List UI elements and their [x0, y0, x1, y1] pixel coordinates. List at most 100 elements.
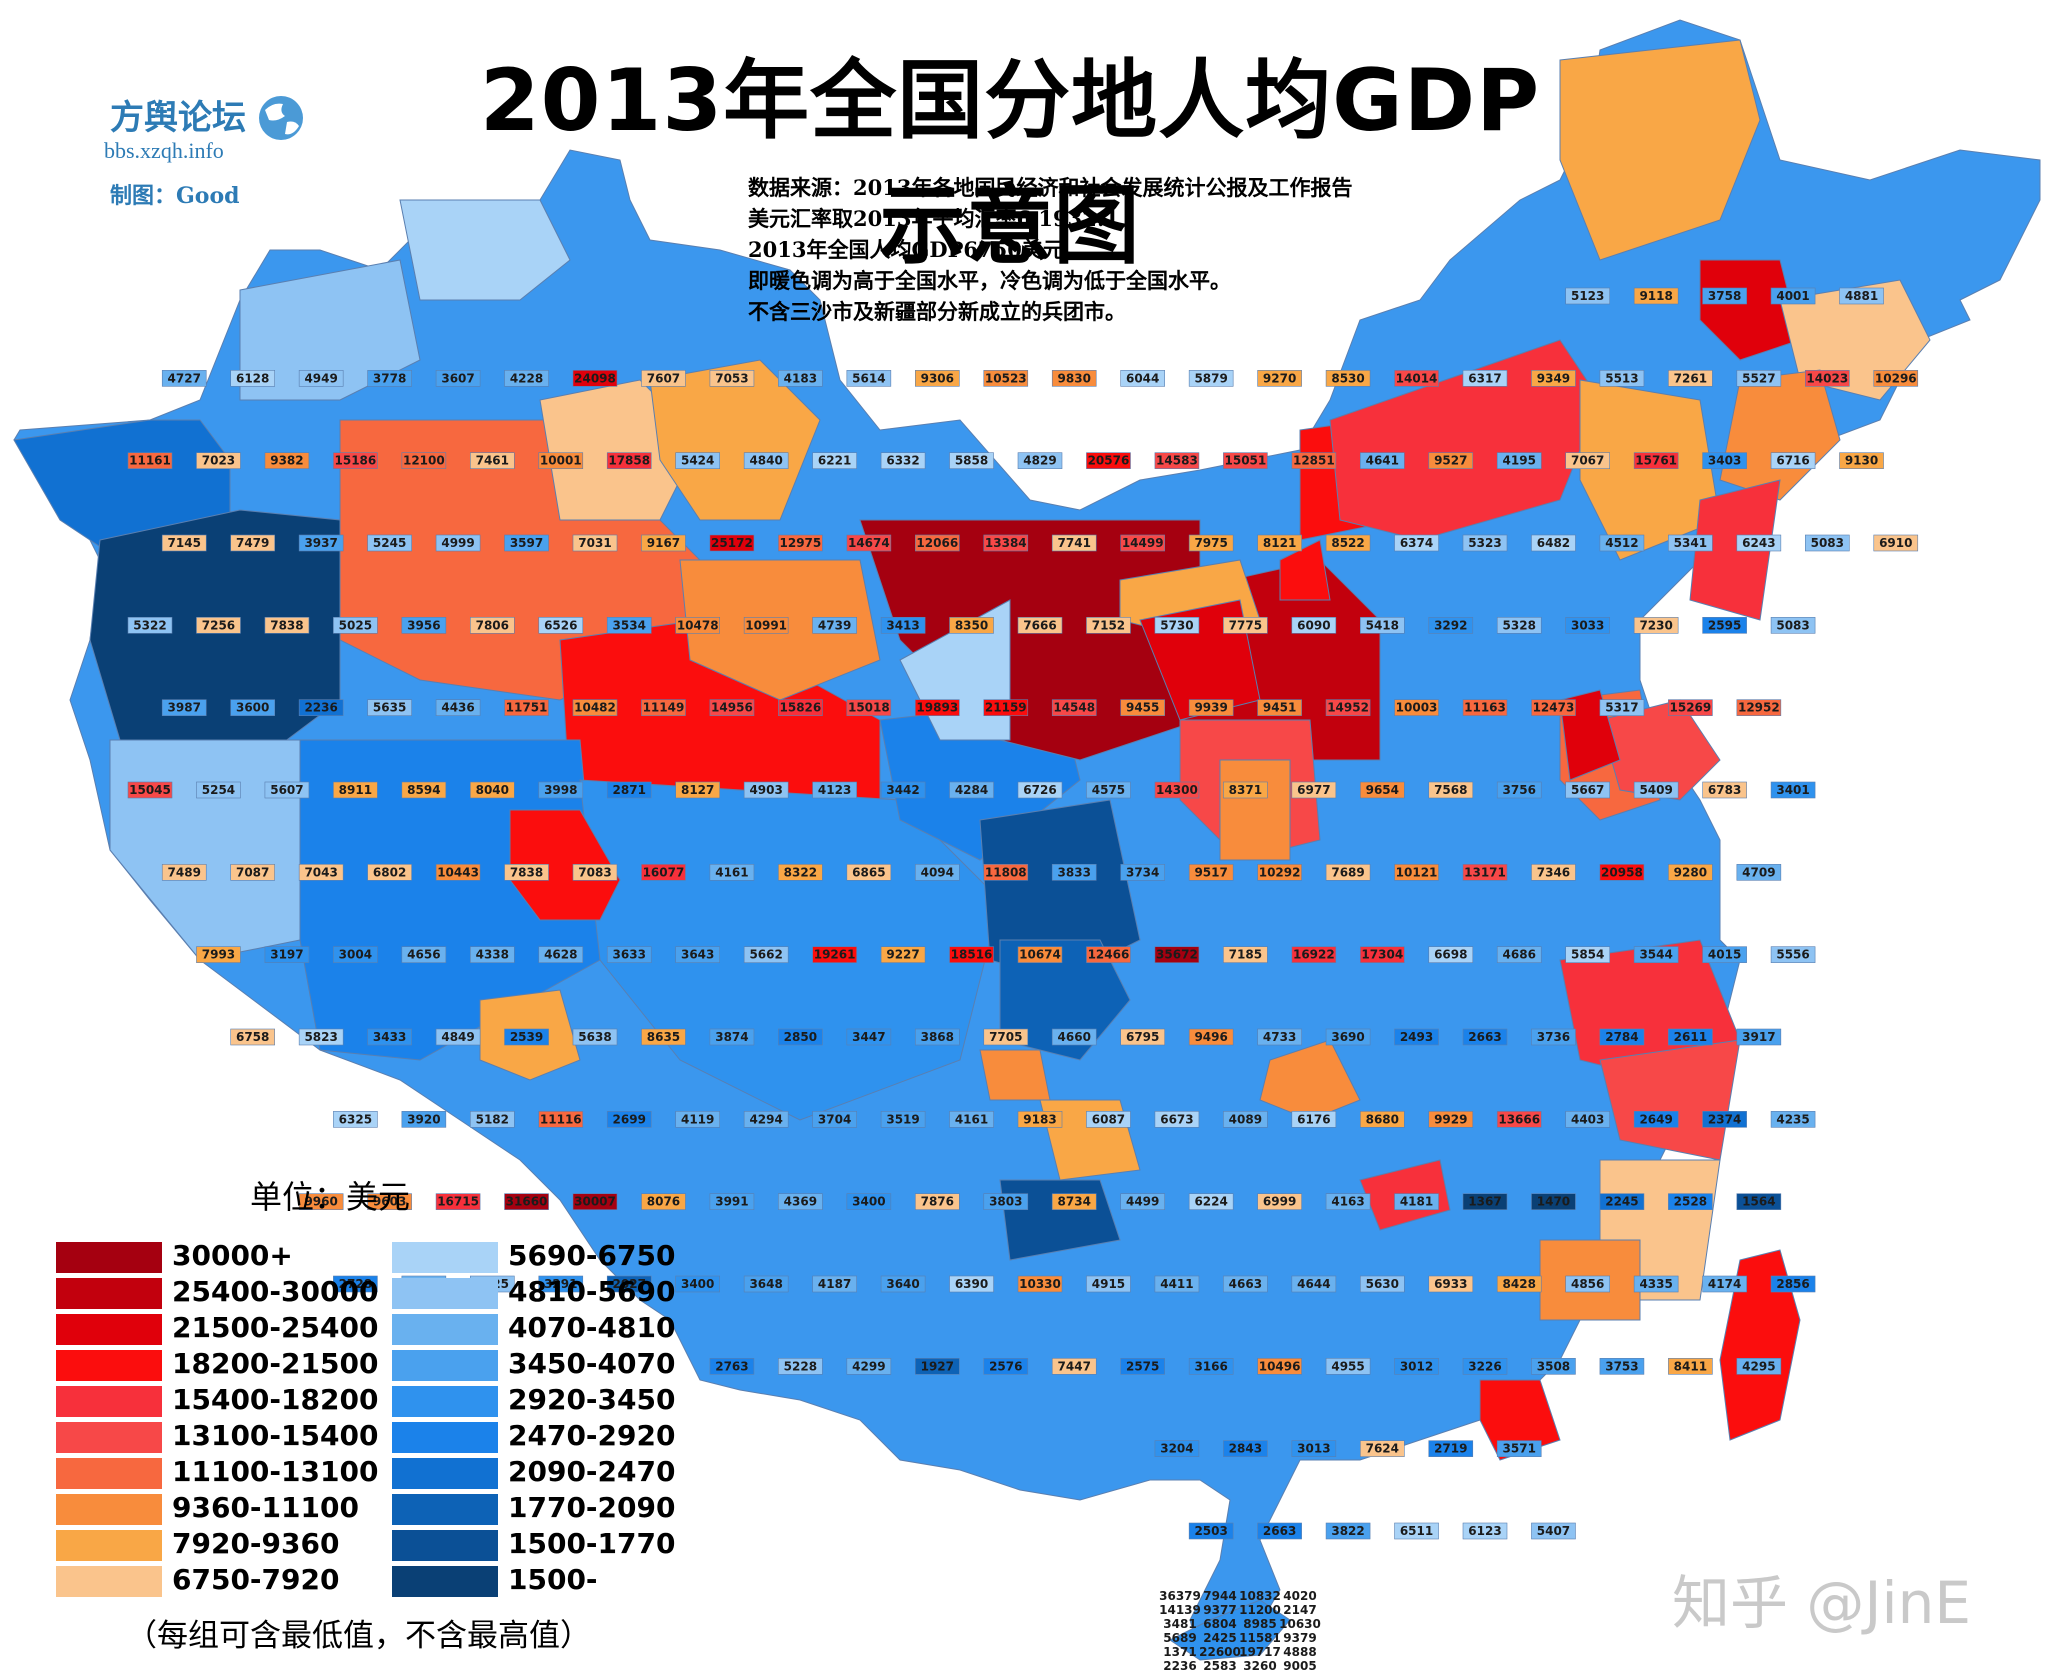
region-fill — [1462, 370, 1508, 387]
region-value: 7838 — [270, 618, 303, 632]
region-fill — [264, 781, 310, 799]
region-fill — [367, 1193, 412, 1210]
zone-dalian — [1689, 479, 1781, 621]
legend-swatch — [56, 1530, 162, 1561]
region-value: 12975 — [780, 536, 822, 550]
region-value: 4294 — [749, 1112, 782, 1126]
region-value: 9227 — [886, 948, 919, 962]
region-fill — [435, 534, 481, 552]
region-value: 3292 — [1434, 618, 1467, 632]
region-value: 5317 — [1605, 701, 1638, 715]
region-value: 7775 — [1229, 618, 1262, 632]
region-fill — [1257, 864, 1302, 881]
region-value: 4335 — [1639, 1277, 1672, 1291]
region-value: 5879 — [1194, 371, 1227, 385]
region-fill — [1668, 370, 1713, 387]
region-value: 1367 — [1468, 1195, 1501, 1209]
region-fill — [1154, 1440, 1200, 1457]
region-fill — [470, 452, 515, 469]
region-fill — [778, 534, 823, 552]
region-value: 14952 — [1327, 701, 1369, 715]
region-fill — [1428, 452, 1474, 469]
region-fill — [1257, 1522, 1302, 1540]
region-value: 4660 — [1058, 1030, 1091, 1044]
region-value: 5328 — [1503, 618, 1536, 632]
region-value: 5730 — [1160, 618, 1193, 632]
region-value: 9527 — [1434, 454, 1467, 468]
zone-9929 — [1219, 759, 1291, 861]
region-value: 4641 — [1366, 454, 1399, 468]
region-value: 2699 — [613, 1112, 646, 1126]
legend-swatch — [392, 1350, 498, 1381]
region-fill — [538, 617, 584, 634]
region-value: 3753 — [1605, 1359, 1638, 1373]
region-fill — [846, 1358, 892, 1375]
region-value: 3571 — [1503, 1442, 1536, 1456]
region-fill — [1565, 287, 1610, 305]
region-value: 2503 — [1194, 1524, 1227, 1538]
region-value: 10443 — [437, 865, 479, 879]
region-value: 3197 — [270, 948, 303, 962]
region-value: 11751 — [506, 701, 548, 715]
region-value: 4709 — [1742, 865, 1775, 879]
region-value: 9455 — [1126, 701, 1159, 715]
region-value: 9118 — [1639, 289, 1672, 303]
region-value: 6221 — [818, 454, 851, 468]
region-value: 2575 — [1126, 1359, 1159, 1373]
region-fill — [1599, 534, 1645, 552]
region-fill — [1325, 534, 1371, 552]
region-value: 10496 — [1259, 1359, 1301, 1373]
region-value: 21159 — [985, 701, 1027, 715]
zone-hainan — [1169, 1599, 1291, 1661]
region-value: 9496 — [1194, 1030, 1227, 1044]
region-fill — [1599, 1193, 1645, 1210]
region-value: 6758 — [236, 1030, 269, 1044]
region-value: 9005 — [1283, 1659, 1316, 1670]
region-value: 6933 — [1434, 1277, 1467, 1291]
region-value: 2728 — [339, 1277, 372, 1291]
region-fill — [1531, 1193, 1576, 1210]
legend-swatch — [56, 1350, 162, 1381]
region-fill — [949, 946, 994, 963]
region-value: 10630 — [1279, 1617, 1321, 1631]
region-value: 3291 — [544, 1277, 577, 1291]
region-fill — [435, 370, 481, 387]
region-value: 14139 — [1159, 1603, 1201, 1617]
legend-swatch — [56, 1566, 162, 1597]
region-fill — [846, 864, 892, 881]
region-fill — [983, 1358, 1029, 1375]
region-fill — [1120, 370, 1165, 387]
region-value: 20576 — [1088, 454, 1130, 468]
region-fill — [1325, 1358, 1371, 1375]
region-fill — [572, 699, 618, 716]
zone-14499 — [1599, 699, 1721, 801]
region-fill — [1223, 1275, 1268, 1293]
region-fill — [1154, 946, 1200, 963]
region-value: 3704 — [818, 1112, 851, 1126]
region-fill — [641, 1028, 686, 1046]
zone-hulunbuir-south — [1329, 339, 1601, 541]
region-value: 3433 — [373, 1030, 406, 1044]
region-value: 8411 — [1674, 1359, 1707, 1373]
region-value: 2425 — [1203, 1631, 1236, 1645]
region-fill — [1360, 452, 1405, 469]
region-fill — [1565, 617, 1610, 634]
region-value: 6802 — [373, 865, 406, 879]
region-value: 5614 — [852, 371, 885, 385]
region-value: 4403 — [1571, 1112, 1604, 1126]
legend-swatch — [392, 1242, 498, 1273]
region-value: 5635 — [373, 701, 406, 715]
region-fill — [196, 781, 241, 799]
region-value: 13171 — [1464, 865, 1506, 879]
region-value: 3226 — [1468, 1359, 1501, 1373]
region-value: 9349 — [1537, 371, 1570, 385]
region-fill — [1702, 452, 1747, 469]
region-value: 3643 — [681, 948, 714, 962]
region-value: 17304 — [1361, 948, 1403, 962]
legend-label: 2090-2470 — [508, 1455, 676, 1488]
region-value: 6090 — [1297, 618, 1330, 632]
region-fill — [1188, 370, 1234, 387]
legend-label: 13100-15400 — [172, 1419, 379, 1452]
region-fill — [983, 1028, 1029, 1046]
region-value: 7083 — [578, 865, 611, 879]
